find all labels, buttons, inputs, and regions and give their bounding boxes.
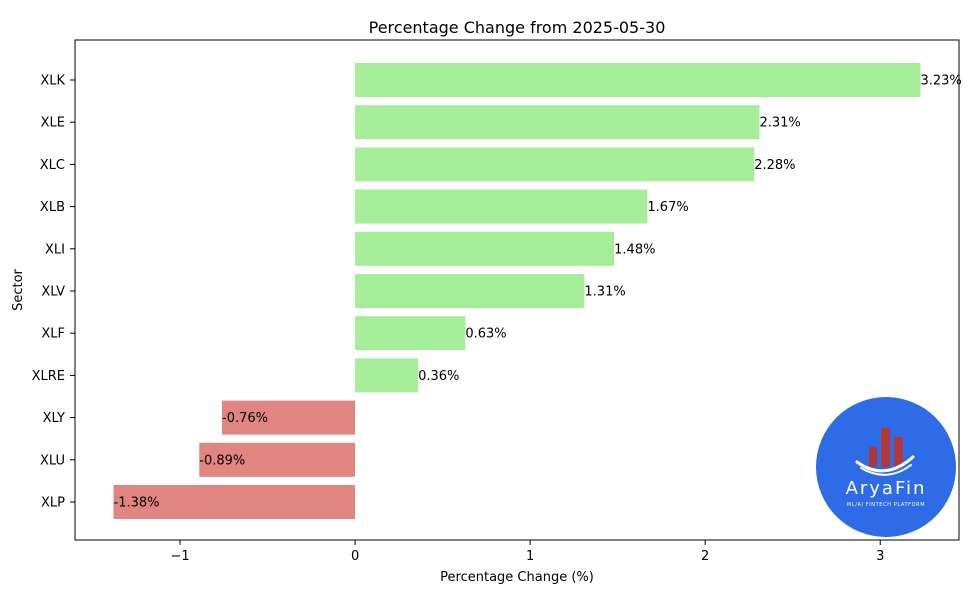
y-tick-label: XLP	[41, 496, 65, 511]
aryafin-logo: AryaFin ML/AI FINTECH PLATFORM	[816, 397, 956, 537]
data-label-xle: 2.31%	[759, 116, 800, 131]
y-tick-label: XLV	[41, 285, 65, 300]
data-label-xlc: 2.28%	[754, 158, 795, 173]
x-axis: −1 0 1 2 3	[170, 540, 884, 564]
data-label-xlre: 0.36%	[418, 369, 459, 384]
bar-xlf	[355, 316, 466, 351]
x-tick-label: −1	[170, 549, 189, 564]
x-tick-label: 1	[526, 549, 534, 564]
bar-xlre	[355, 358, 419, 393]
data-label-xlv: 1.31%	[584, 285, 625, 300]
y-tick-label: XLI	[45, 242, 65, 257]
bar-xle	[355, 105, 760, 140]
bar-xlb	[355, 189, 648, 224]
x-tick-label: 3	[876, 549, 884, 564]
data-label-xly: -0.76%	[222, 411, 268, 426]
y-tick-label: XLB	[40, 200, 65, 215]
bars-group	[113, 63, 921, 519]
y-tick-label: XLY	[43, 411, 65, 426]
bar-xlu	[199, 442, 356, 477]
x-tick-label: 2	[701, 549, 709, 564]
data-labels: 3.23% 2.31% 2.28% 1.67% 1.48% 1.31% 0.63% 0.36%…	[114, 74, 962, 511]
logo-name: AryaFin	[846, 478, 927, 499]
building-icon	[869, 428, 903, 467]
y-tick-label: XLF	[41, 327, 65, 342]
data-label-xlk: 3.23%	[920, 74, 961, 89]
bar-xlc	[355, 147, 755, 182]
y-tick-label: XLC	[40, 158, 65, 173]
data-label-xlu: -0.89%	[199, 453, 245, 468]
x-tick-label: 0	[351, 549, 359, 564]
chart-title: Percentage Change from 2025-05-30	[369, 18, 666, 37]
bar-xlk	[355, 63, 921, 97]
x-axis-label: Percentage Change (%)	[440, 570, 594, 585]
plot-frame	[74, 39, 960, 541]
bar-xly	[222, 400, 356, 435]
y-tick-label: XLE	[41, 116, 65, 131]
data-label-xli: 1.48%	[614, 242, 655, 257]
y-tick-label: XLU	[40, 453, 65, 468]
y-axis: XLK XLE XLC XLB XLI XLV XLF XLRE XLY XLU XLP	[32, 74, 75, 511]
y-axis-label: Sector	[11, 268, 26, 310]
data-label-xlf: 0.63%	[465, 327, 506, 342]
y-tick-label: XLK	[40, 74, 65, 89]
swoosh-icon	[855, 455, 915, 476]
bar-xli	[355, 231, 615, 266]
data-label-xlp: -1.38%	[114, 496, 160, 511]
bar-xlp	[113, 485, 356, 519]
logo-tagline: ML/AI FINTECH PLATFORM	[847, 502, 925, 508]
bar-xlv	[355, 274, 585, 308]
y-tick-label: XLRE	[32, 369, 65, 384]
data-label-xlb: 1.67%	[647, 200, 688, 215]
